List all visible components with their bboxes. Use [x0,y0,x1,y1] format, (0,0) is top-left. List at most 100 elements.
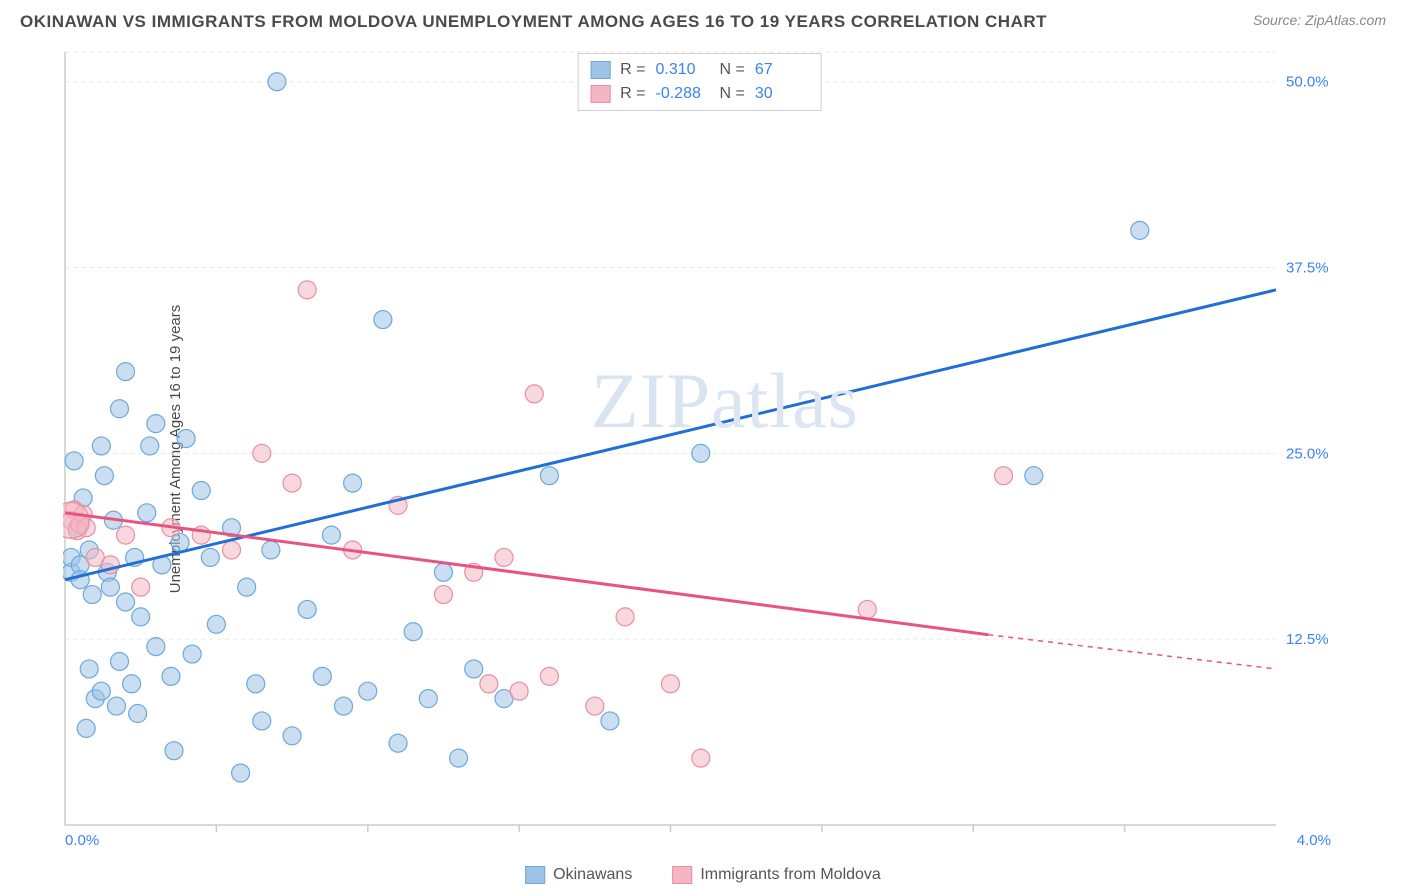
data-point-okinawans [692,444,710,462]
data-point-okinawans [95,467,113,485]
data-point-okinawans [162,667,180,685]
trend-line-moldova [65,513,988,635]
data-point-okinawans [434,563,452,581]
data-point-okinawans [123,675,141,693]
data-point-okinawans [141,437,159,455]
swatch-blue-icon [590,61,610,79]
data-point-okinawans [107,697,125,715]
data-point-moldova [283,474,301,492]
data-point-okinawans [147,415,165,433]
n-value-blue: 67 [755,58,809,82]
data-point-okinawans [253,712,271,730]
data-point-okinawans [374,311,392,329]
data-point-okinawans [207,615,225,633]
data-point-okinawans [419,690,437,708]
stats-row-blue: R = 0.310 N = 67 [590,58,809,82]
data-point-okinawans [117,363,135,381]
r-label: R = [620,58,645,82]
data-point-okinawans [92,682,110,700]
data-point-moldova [223,541,241,559]
trend-line-moldova-extrapolated [988,635,1276,669]
data-point-okinawans [335,697,353,715]
n-label: N = [720,82,745,106]
data-point-moldova [510,682,528,700]
data-point-okinawans [313,667,331,685]
y-tick-label: 50.0% [1286,74,1329,91]
n-value-pink: 30 [755,82,809,106]
data-point-okinawans [77,719,95,737]
data-point-okinawans [192,482,210,500]
data-point-okinawans [147,638,165,656]
data-point-moldova [662,675,680,693]
data-point-okinawans [359,682,377,700]
data-point-okinawans [283,727,301,745]
chart-header: OKINAWAN VS IMMIGRANTS FROM MOLDOVA UNEM… [0,0,1406,36]
data-point-okinawans [101,578,119,596]
data-point-okinawans [110,652,128,670]
r-value-blue: 0.310 [656,58,710,82]
data-point-okinawans [322,526,340,544]
data-point-moldova [298,281,316,299]
swatch-pink-icon [672,866,692,884]
swatch-pink-icon [590,85,610,103]
data-point-moldova [253,444,271,462]
chart-source: Source: ZipAtlas.com [1253,12,1386,28]
data-point-okinawans [298,600,316,618]
x-tick-label: 0.0% [65,832,99,847]
data-point-okinawans [268,73,286,91]
data-point-okinawans [117,593,135,611]
y-tick-label: 25.0% [1286,445,1329,462]
plot-container: Unemployment Among Ages 16 to 19 years 1… [45,50,1336,847]
data-point-okinawans [450,749,468,767]
r-value-pink: -0.288 [656,82,710,106]
data-point-okinawans [540,467,558,485]
correlation-stats-box: R = 0.310 N = 67 R = -0.288 N = 30 [577,53,822,111]
data-point-moldova [995,467,1013,485]
data-point-okinawans [129,705,147,723]
data-point-moldova [495,548,513,566]
data-point-moldova [132,578,150,596]
data-point-okinawans [177,430,195,448]
scatter-plot: 12.5%25.0%37.5%50.0%0.0%4.0% ZIPatlas R … [63,50,1336,847]
data-point-okinawans [83,586,101,604]
data-point-okinawans [404,623,422,641]
data-point-okinawans [165,742,183,760]
legend-label: Okinawans [553,866,632,884]
stats-row-pink: R = -0.288 N = 30 [590,82,809,106]
y-tick-label: 12.5% [1286,631,1329,648]
data-point-moldova [540,667,558,685]
data-point-okinawans [262,541,280,559]
data-point-moldova [692,749,710,767]
legend-label: Immigrants from Moldova [700,866,881,884]
data-point-moldova [480,675,498,693]
r-label: R = [620,82,645,106]
x-tick-label: 4.0% [1297,832,1331,847]
data-point-okinawans [138,504,156,522]
data-point-okinawans [110,400,128,418]
n-label: N = [720,58,745,82]
chart-title: OKINAWAN VS IMMIGRANTS FROM MOLDOVA UNEM… [20,12,1047,32]
data-point-okinawans [389,734,407,752]
swatch-blue-icon [525,866,545,884]
data-point-okinawans [601,712,619,730]
legend-item-okinawans: Okinawans [525,866,632,884]
data-point-okinawans [1131,221,1149,239]
data-point-moldova [525,385,543,403]
data-point-okinawans [132,608,150,626]
data-point-moldova [858,600,876,618]
data-point-okinawans [344,474,362,492]
data-point-okinawans [465,660,483,678]
data-point-okinawans [183,645,201,663]
legend: Okinawans Immigrants from Moldova [525,866,881,884]
data-point-okinawans [65,452,83,470]
legend-item-moldova: Immigrants from Moldova [672,866,881,884]
data-point-okinawans [232,764,250,782]
data-point-moldova [434,586,452,604]
y-tick-label: 37.5% [1286,260,1329,277]
data-point-okinawans [92,437,110,455]
data-point-okinawans [80,660,98,678]
data-point-moldova [616,608,634,626]
data-point-moldova [586,697,604,715]
data-point-okinawans [1025,467,1043,485]
data-point-okinawans [247,675,265,693]
